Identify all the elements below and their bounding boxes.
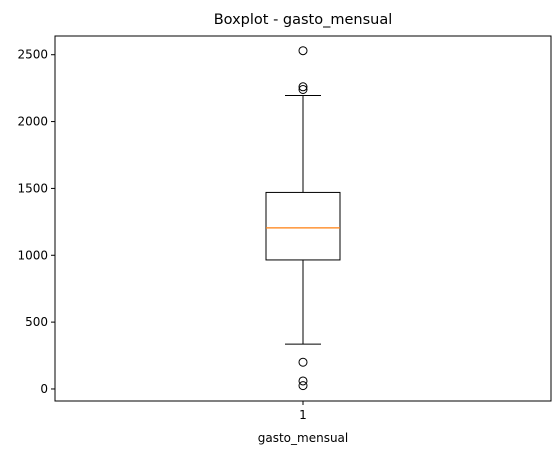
y-tick-label: 500 [25,315,48,329]
outlier-point [298,357,308,367]
y-tick-label: 0 [40,382,48,396]
x-axis: 1 [299,401,307,422]
iqr-box [265,191,341,261]
y-axis: 0 500 1000 1500 2000 2500 [17,48,55,396]
boxplot-marks [265,46,341,391]
chart-title: Boxplot - gasto_mensual [214,12,393,28]
y-tick-label: 2000 [17,115,48,129]
outlier-point [298,84,308,94]
y-tick-label: 1500 [17,181,48,195]
x-axis-label: gasto_mensual [258,431,349,445]
y-tick-label: 1000 [17,248,48,262]
outlier-point [298,82,308,92]
outlier-point [298,46,308,56]
outlier-point [298,376,308,386]
x-tick-label: 1 [299,408,307,422]
outlier-point [298,381,308,391]
y-tick-label: 2500 [17,48,48,62]
